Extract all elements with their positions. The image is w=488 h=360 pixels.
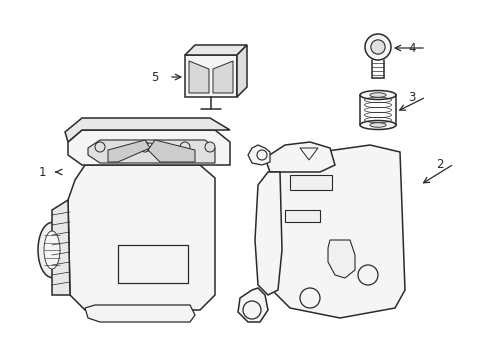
Ellipse shape bbox=[359, 121, 395, 130]
Ellipse shape bbox=[38, 222, 66, 278]
Polygon shape bbox=[247, 145, 269, 165]
Polygon shape bbox=[52, 200, 70, 295]
Polygon shape bbox=[65, 118, 229, 142]
Circle shape bbox=[257, 150, 266, 160]
Polygon shape bbox=[184, 45, 246, 55]
Circle shape bbox=[299, 288, 319, 308]
Polygon shape bbox=[88, 140, 215, 163]
Circle shape bbox=[204, 142, 215, 152]
Circle shape bbox=[243, 301, 261, 319]
Ellipse shape bbox=[359, 90, 395, 99]
Circle shape bbox=[357, 265, 377, 285]
Circle shape bbox=[140, 142, 150, 152]
Circle shape bbox=[180, 142, 190, 152]
Polygon shape bbox=[68, 130, 229, 165]
Polygon shape bbox=[108, 140, 150, 162]
Polygon shape bbox=[184, 55, 237, 97]
Ellipse shape bbox=[44, 231, 60, 269]
Text: 1: 1 bbox=[38, 166, 46, 179]
Polygon shape bbox=[68, 165, 215, 310]
Bar bbox=[289, 175, 331, 190]
Polygon shape bbox=[264, 142, 334, 172]
Ellipse shape bbox=[369, 123, 386, 127]
Circle shape bbox=[364, 34, 390, 60]
Polygon shape bbox=[299, 148, 317, 160]
Polygon shape bbox=[254, 172, 282, 295]
Polygon shape bbox=[85, 305, 195, 322]
Circle shape bbox=[146, 143, 154, 151]
Circle shape bbox=[370, 40, 385, 54]
Circle shape bbox=[95, 142, 105, 152]
Polygon shape bbox=[327, 240, 354, 278]
Polygon shape bbox=[238, 288, 267, 322]
Bar bbox=[118, 245, 187, 283]
Polygon shape bbox=[237, 45, 246, 97]
Polygon shape bbox=[267, 145, 404, 318]
Polygon shape bbox=[148, 140, 195, 162]
Text: 3: 3 bbox=[407, 90, 415, 104]
Text: 4: 4 bbox=[407, 41, 415, 54]
Polygon shape bbox=[213, 61, 232, 93]
Text: 5: 5 bbox=[151, 71, 159, 84]
Polygon shape bbox=[189, 61, 208, 93]
Bar bbox=[285, 210, 319, 222]
Ellipse shape bbox=[369, 93, 386, 97]
Text: 2: 2 bbox=[435, 158, 443, 171]
